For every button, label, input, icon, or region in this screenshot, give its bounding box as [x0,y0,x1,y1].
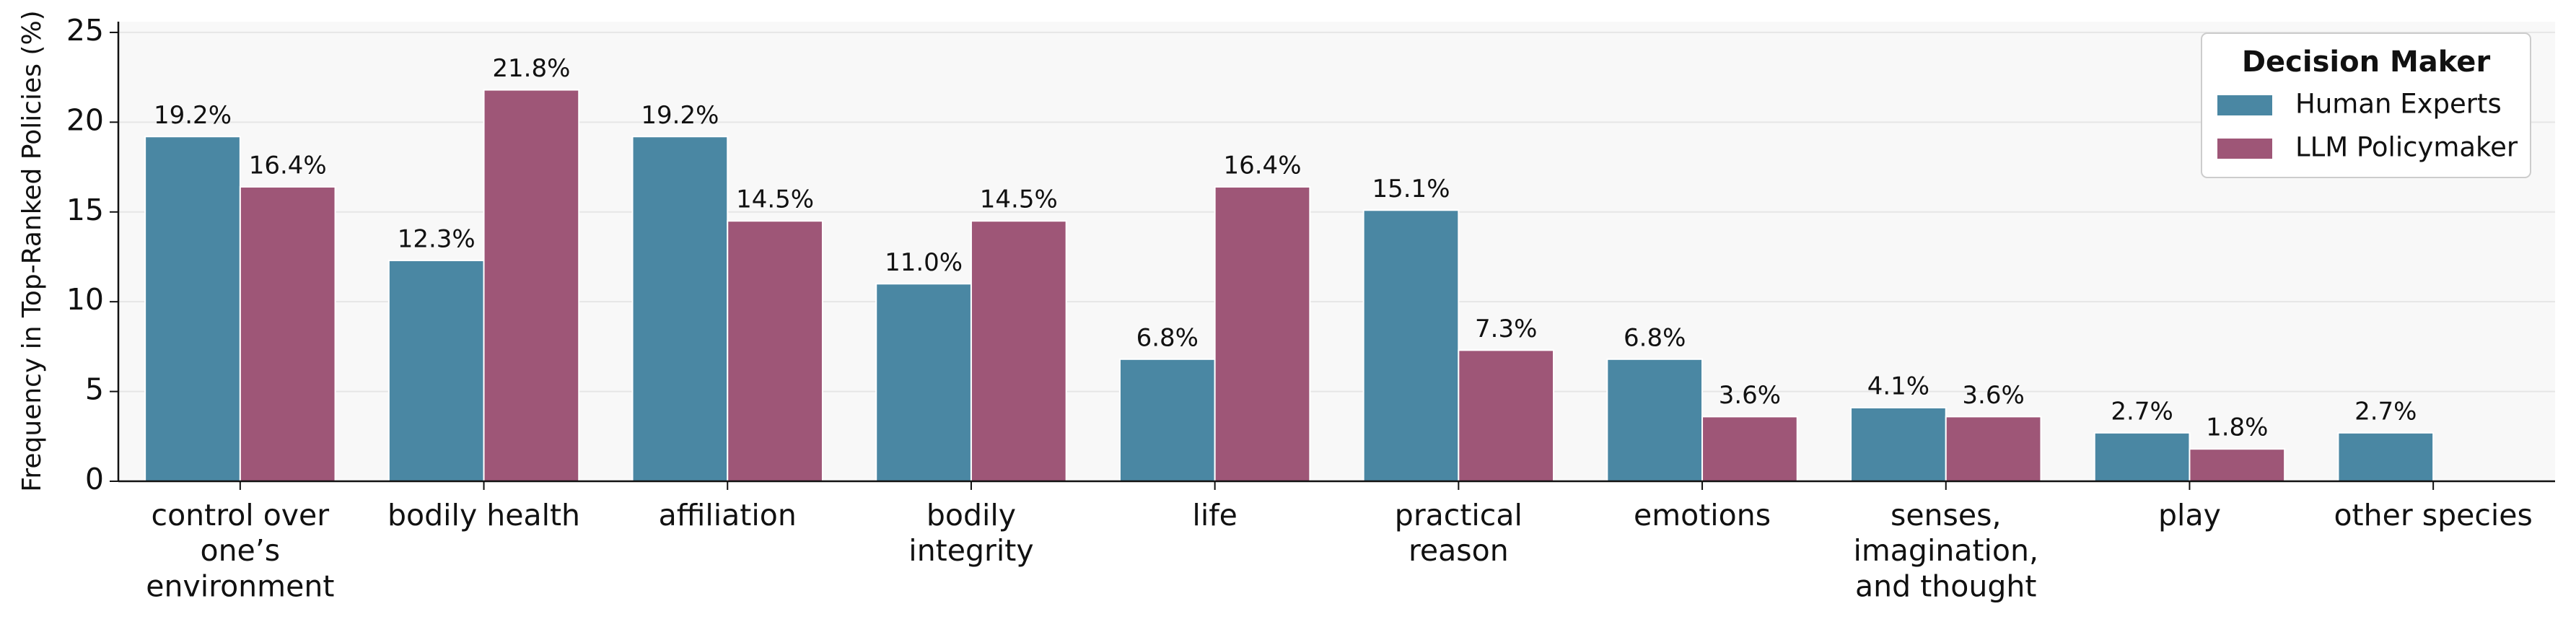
y-tick-label: 25 [66,13,104,48]
value-label: 6.8% [1624,323,1686,352]
x-tick-label: emotions [1634,498,1771,532]
bar [1606,358,1704,482]
bar [970,220,1067,482]
bar [1701,416,1798,482]
y-tick-label: 15 [66,193,104,227]
bar [1458,349,1555,482]
bar [1214,185,1311,482]
legend-swatch [2217,139,2272,159]
legend-box [2201,32,2531,178]
y-tick-label: 20 [66,102,104,137]
y-tick-label: 0 [85,462,104,496]
x-tick-label: control over one’s environment [146,498,334,603]
legend-label: LLM Policymaker [2295,132,2518,163]
bar [2189,448,2286,482]
value-label: 15.1% [1372,175,1450,203]
x-tick-label: bodily integrity [908,498,1033,568]
y-tick-label: 5 [85,372,104,407]
y-axis-label: Frequency in Top-Ranked Policies (%) [17,10,47,491]
x-tick-label: play [2158,498,2221,532]
value-label: 14.5% [980,185,1058,214]
value-label: 19.2% [641,101,719,130]
bar [1945,416,2042,482]
x-tick-label: affiliation [659,498,797,532]
value-label: 14.5% [736,185,814,214]
x-tick-label: other species [2334,498,2532,532]
bar [483,89,580,482]
value-label: 16.4% [1223,151,1301,180]
bar [875,283,972,482]
bar [2337,431,2435,482]
value-label: 16.4% [249,151,327,180]
x-tick-label: practical reason [1395,498,1523,568]
value-label: 11.0% [885,248,963,277]
value-label: 3.6% [1962,381,2024,410]
value-label: 19.2% [154,101,232,130]
value-label: 21.8% [492,54,570,83]
y-tick-label: 10 [66,282,104,317]
x-tick-label: life [1192,498,1237,532]
value-label: 6.8% [1136,323,1199,352]
value-label: 2.7% [2354,397,2417,426]
x-tick-label: senses, imagination, and thought [1853,498,2038,603]
bar [2093,431,2191,482]
bar [1850,406,1947,482]
legend-label: Human Experts [2295,89,2502,120]
bar [631,136,729,482]
bar [1118,358,1216,482]
bar [1362,209,1460,482]
bar [239,185,336,482]
bar [727,220,823,482]
x-tick-label: bodily health [387,498,580,532]
bar [387,259,485,482]
legend-swatch [2217,95,2272,115]
bar [144,136,241,482]
value-label: 12.3% [398,224,476,253]
value-label: 2.7% [2111,397,2173,426]
value-label: 7.3% [1475,315,1537,343]
legend-title: Decision Maker [2242,45,2491,79]
value-label: 3.6% [1719,381,1781,410]
value-label: 4.1% [1867,372,1929,400]
value-label: 1.8% [2206,413,2268,442]
